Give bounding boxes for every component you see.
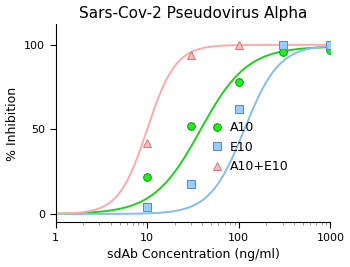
E10 [145, 206, 149, 209]
X-axis label: sdAb Concentration (ng/ml): sdAb Concentration (ng/ml) [106, 249, 279, 261]
E10 [237, 108, 241, 111]
Y-axis label: % Inhibition: % Inhibition [6, 87, 19, 160]
A10 [237, 80, 241, 84]
E10 [280, 43, 285, 46]
A10 [280, 50, 285, 53]
A10 [189, 124, 193, 128]
A10 [145, 175, 149, 178]
A10+E10 [189, 53, 193, 57]
Title: Sars-Cov-2 Pseudovirus Alpha: Sars-Cov-2 Pseudovirus Alpha [79, 6, 307, 21]
A10+E10 [237, 43, 241, 46]
Line: E10: E10 [144, 41, 334, 211]
Line: A10+E10: A10+E10 [144, 41, 243, 147]
A10 [328, 48, 332, 52]
Line: A10: A10 [144, 46, 334, 180]
A10+E10 [145, 141, 149, 144]
Legend: A10, E10, A10+E10: A10, E10, A10+E10 [205, 116, 294, 178]
E10 [328, 43, 332, 46]
E10 [189, 182, 193, 185]
